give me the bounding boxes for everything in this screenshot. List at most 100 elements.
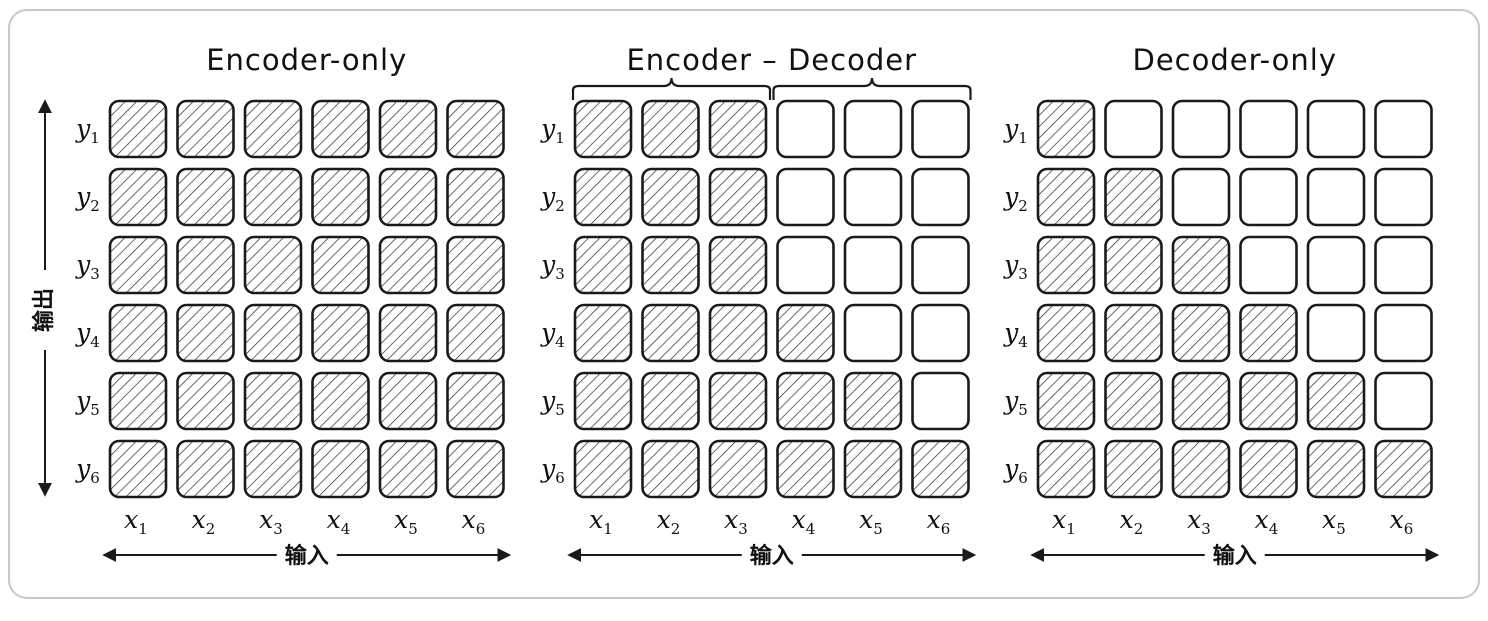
attention-cell-visible	[176, 167, 235, 227]
attention-cell-masked	[1374, 99, 1433, 159]
attention-cell-visible	[1239, 303, 1298, 363]
column-label: x1	[589, 505, 613, 538]
attention-cell-visible	[311, 99, 370, 159]
attention-cell-visible	[1374, 439, 1433, 499]
row-label: y5	[1003, 386, 1028, 419]
row-label: y6	[1003, 454, 1028, 487]
attention-cell-visible	[573, 371, 633, 431]
attention-cell-visible	[1306, 439, 1366, 499]
attention-cell-visible	[378, 371, 438, 431]
attention-cell-visible	[1239, 371, 1298, 431]
row-label: y5	[75, 386, 100, 419]
column-label: x5	[859, 505, 883, 538]
attention-cell-visible	[776, 303, 835, 363]
attention-cell-visible	[446, 99, 505, 159]
attention-cell-visible	[378, 235, 438, 295]
attention-cell-visible	[641, 167, 700, 227]
row-label: y3	[540, 250, 565, 283]
attention-cell-masked	[776, 235, 835, 295]
attention-cell-visible	[378, 167, 438, 227]
attention-cell-masked	[1239, 235, 1298, 295]
column-label: x2	[192, 505, 216, 538]
attention-cell-visible	[1036, 371, 1096, 431]
attention-cell-visible	[1036, 303, 1096, 363]
attention-cell-visible	[1171, 371, 1231, 431]
attention-cell-visible	[708, 303, 768, 363]
attention-cell-visible	[243, 99, 303, 159]
attention-cell-visible	[1104, 371, 1163, 431]
attention-cell-visible	[641, 99, 700, 159]
row-label: y4	[75, 318, 100, 351]
row-label: y3	[75, 250, 100, 283]
attention-cell-visible	[1036, 99, 1096, 159]
attention-cell-visible	[573, 439, 633, 499]
column-label: x3	[1187, 505, 1211, 538]
attention-cell-visible	[378, 99, 438, 159]
panel-title: Encoder – Decoder	[626, 43, 917, 77]
attention-cell-visible	[311, 303, 370, 363]
attention-cell-masked	[1239, 99, 1298, 159]
attention-cell-visible	[311, 167, 370, 227]
attention-cell-visible	[1104, 235, 1163, 295]
attention-cell-visible	[641, 371, 700, 431]
attention-cell-visible	[708, 235, 768, 295]
panel: Encoder – Decoder y1 y2 y3 y4 y5 y6 x1 x2 x3 x4 x5 x…	[540, 43, 977, 569]
attention-cell-visible	[446, 303, 505, 363]
attention-cell-visible	[176, 99, 235, 159]
attention-cell-visible	[573, 99, 633, 159]
output-axis-label: 输出	[31, 288, 57, 332]
row-label: y3	[1003, 250, 1028, 283]
attention-cell-visible	[641, 235, 700, 295]
panel: Decoder-only y1 y2 y3 y4 y5 y6 x1 x2 x3 x4 x5 x6 输入	[1003, 43, 1440, 569]
attention-cell-masked	[1306, 99, 1366, 159]
column-label: x1	[124, 505, 148, 538]
attention-cell-visible	[446, 439, 505, 499]
column-label: x2	[657, 505, 681, 538]
attention-cell-masked	[776, 99, 835, 159]
attention-cell-visible	[311, 371, 370, 431]
attention-cell-visible	[1171, 439, 1231, 499]
column-label: x5	[394, 505, 418, 538]
attention-cell-visible	[108, 235, 168, 295]
output-axis: 输出	[30, 99, 60, 497]
attention-cell-visible	[843, 371, 903, 431]
attention-cell-visible	[108, 303, 168, 363]
attention-cell-masked	[1306, 235, 1366, 295]
attention-cell-visible	[776, 439, 835, 499]
attention-cell-visible	[708, 371, 768, 431]
attention-cell-visible	[911, 439, 970, 499]
panel: Encoder-only y1 y2 y3 y4 y5 y6 x1 x2 x3 x4 x5 x6 输入	[75, 43, 512, 569]
attention-cell-visible	[1036, 167, 1096, 227]
column-label: x4	[1255, 505, 1279, 538]
column-label: x6	[462, 505, 486, 538]
column-label: x4	[792, 505, 816, 538]
attention-cell-masked	[1306, 167, 1366, 227]
attention-cell-visible	[708, 439, 768, 499]
attention-cell-masked	[843, 303, 903, 363]
row-label: y1	[540, 114, 565, 147]
attention-cell-masked	[1104, 99, 1163, 159]
attention-cell-visible	[1239, 439, 1298, 499]
attention-cell-visible	[108, 167, 168, 227]
attention-cell-visible	[1036, 439, 1096, 499]
attention-cell-masked	[911, 303, 970, 363]
attention-cell-visible	[573, 235, 633, 295]
column-label: x4	[327, 505, 351, 538]
attention-cell-visible	[243, 167, 303, 227]
panel-title: Decoder-only	[1132, 43, 1337, 77]
attention-cell-masked	[911, 235, 970, 295]
attention-cell-visible	[446, 167, 505, 227]
column-label: x6	[927, 505, 951, 538]
attention-cell-masked	[843, 235, 903, 295]
input-axis-label: 输入	[750, 543, 794, 569]
attention-cell-visible	[176, 303, 235, 363]
column-label: x6	[1390, 505, 1414, 538]
attention-cell-masked	[1306, 303, 1366, 363]
attention-cell-masked	[1171, 99, 1231, 159]
attention-cell-masked	[911, 99, 970, 159]
attention-cell-visible	[311, 235, 370, 295]
attention-cell-visible	[573, 167, 633, 227]
attention-cell-visible	[378, 439, 438, 499]
